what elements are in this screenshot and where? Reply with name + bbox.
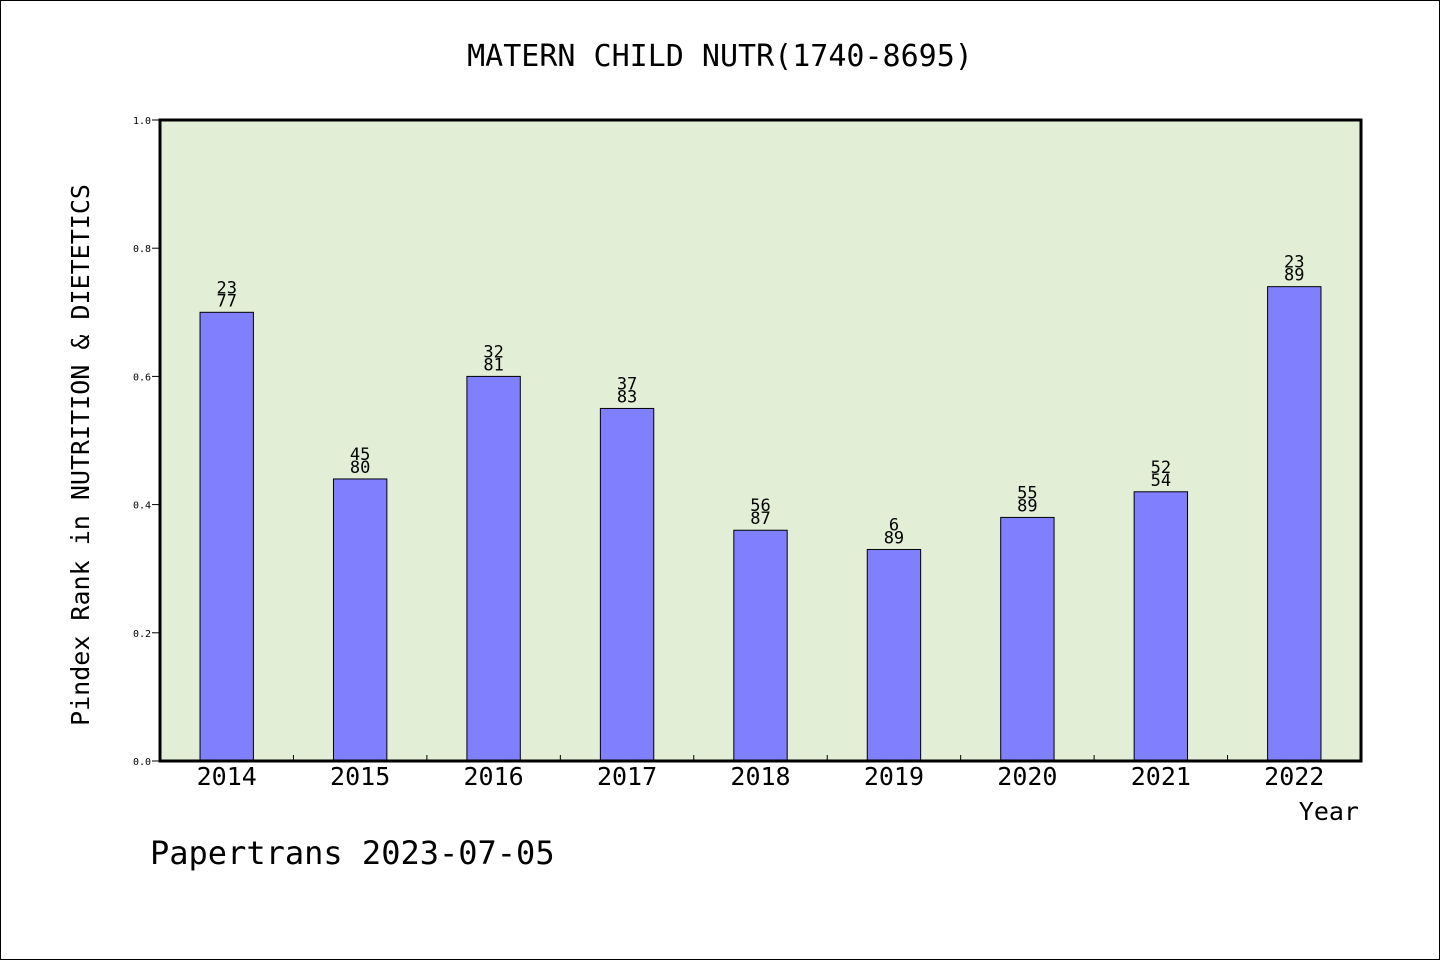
bar-label-bottom-2015: 80 [350, 458, 370, 478]
x-tick-label-2016: 2016 [464, 762, 524, 791]
y-tick-label-0.2: 0.2 [133, 629, 151, 640]
bar-label-bottom-2022: 89 [1284, 266, 1304, 286]
y-tick-label-0.4: 0.4 [133, 501, 151, 512]
bar-2015 [332, 478, 388, 762]
plot-border [158, 118, 1363, 763]
bar-label-bottom-2021: 54 [1151, 471, 1171, 491]
y-axis-label: Pindex Rank in NUTRITION & DIETETICS [66, 184, 95, 726]
bars-layer [199, 286, 1322, 762]
x-tick-label-2014: 2014 [197, 762, 257, 791]
bar-label-top-2017: 37 [617, 374, 637, 394]
bar-label-top-2016: 32 [483, 342, 503, 362]
chart-title: MATERN CHILD NUTR(1740-8695) [467, 39, 973, 74]
x-tick-label-2018: 2018 [730, 762, 790, 791]
bar-label-bottom-2020: 89 [1017, 496, 1037, 516]
bar-label-bottom-2016: 81 [483, 355, 503, 375]
footer-text: Papertrans 2023-07-05 [150, 834, 555, 872]
x-tick-label-2020: 2020 [997, 762, 1057, 791]
bar-label-bottom-2014: 77 [216, 291, 236, 311]
bar-2017 [599, 407, 655, 762]
x-axis-label: Year [1299, 797, 1359, 826]
bar-label-top-2022: 23 [1284, 253, 1304, 273]
bar-label-bottom-2019: 89 [884, 528, 904, 548]
bar-2016 [466, 375, 521, 762]
bar-2018 [733, 529, 788, 762]
x-tick-label-2021: 2021 [1131, 762, 1191, 791]
bar-label-top-2018: 56 [750, 496, 770, 516]
x-tick-label-2015: 2015 [330, 762, 390, 791]
x-tick-label-2017: 2017 [597, 762, 657, 791]
bar-2021 [1133, 491, 1189, 762]
y-axis: 0.0 0.2 0.4 0.6 0.8 1.0 [133, 116, 160, 768]
bar-label-top-2020: 55 [1017, 483, 1037, 503]
bar-label-top-2014: 23 [216, 278, 236, 298]
bar-label-top-2015: 45 [350, 445, 370, 465]
bar-label-bottom-2017: 83 [617, 387, 637, 407]
x-axis: 2014 2015 2016 2017 2018 2019 2020 2021 2022 [197, 755, 1324, 791]
y-tick-label-0.8: 0.8 [133, 244, 151, 255]
x-tick-label-2022: 2022 [1264, 762, 1324, 791]
y-tick-label-1.0: 1.0 [133, 116, 151, 127]
bar-2020 [1000, 516, 1055, 762]
bar-2014 [199, 311, 254, 762]
y-tick-label-0.6: 0.6 [133, 372, 151, 383]
y-tick-label-0.0: 0.0 [133, 757, 151, 768]
bar-label-top-2019: 6 [889, 515, 899, 535]
bar-2022 [1267, 286, 1322, 762]
x-tick-label-2019: 2019 [864, 762, 924, 791]
bar-2019 [866, 548, 922, 762]
bar-label-top-2021: 52 [1151, 458, 1171, 478]
bar-label-bottom-2018: 87 [750, 509, 770, 529]
